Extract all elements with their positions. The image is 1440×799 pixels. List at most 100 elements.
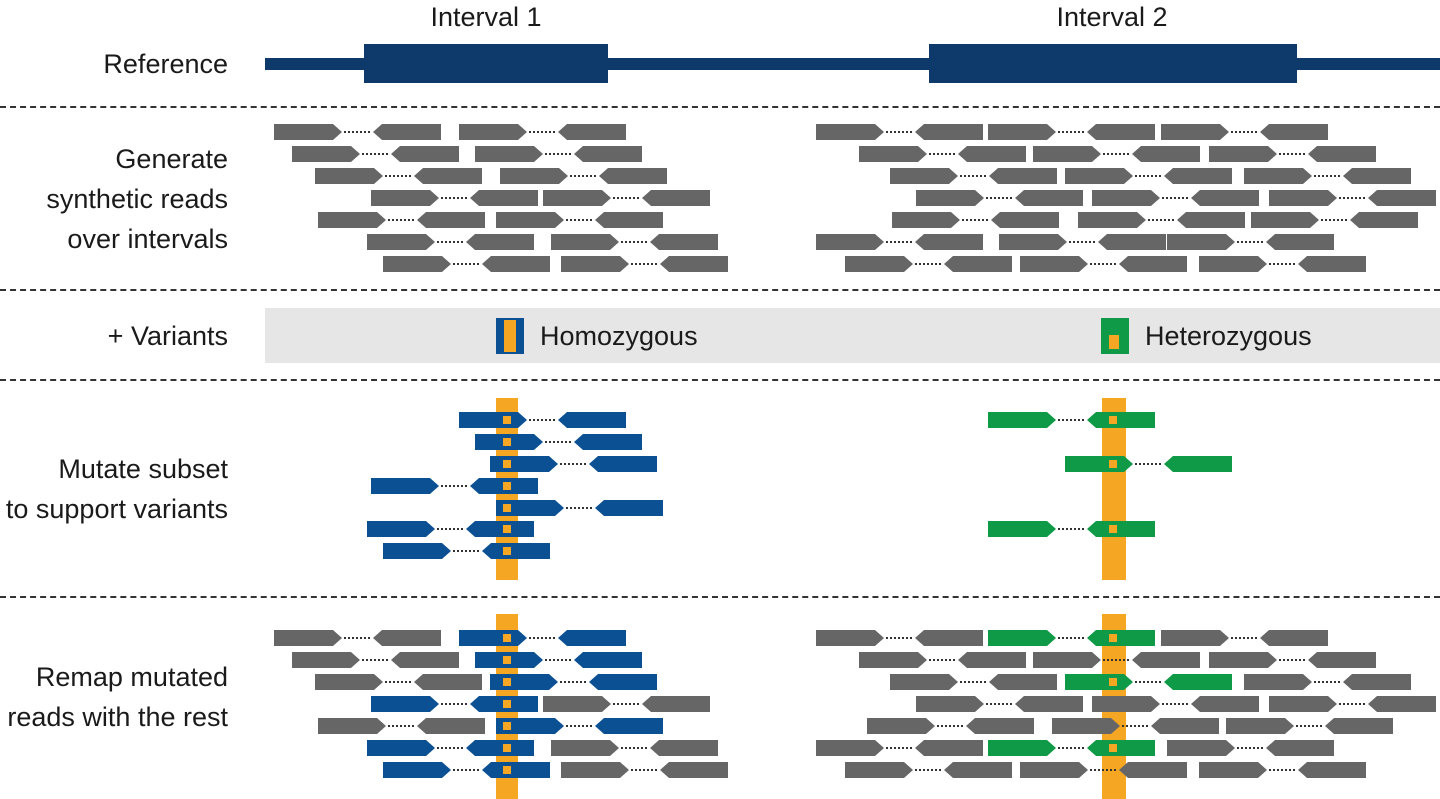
reverse-read bbox=[944, 762, 1012, 778]
synthetic-read-pair bbox=[292, 146, 459, 162]
forward-read bbox=[500, 168, 568, 184]
forward-read bbox=[274, 630, 342, 646]
divider-2 bbox=[0, 289, 1440, 291]
remap-read-pair bbox=[1161, 630, 1328, 646]
reverse-read bbox=[574, 434, 642, 450]
reverse-read bbox=[482, 256, 550, 272]
forward-read bbox=[816, 124, 884, 140]
synthetic-read-pair bbox=[816, 124, 983, 140]
synthetic-read-pair bbox=[916, 190, 1083, 206]
synthetic-read-pair bbox=[1199, 256, 1366, 272]
forward-read bbox=[916, 696, 984, 712]
forward-read bbox=[988, 740, 1056, 756]
remap-read-pair bbox=[1167, 740, 1334, 756]
forward-read bbox=[1244, 674, 1312, 690]
remap-read-pair bbox=[1244, 674, 1411, 690]
forward-read bbox=[1244, 168, 1312, 184]
heterozygous-variant-marker bbox=[1109, 335, 1119, 349]
forward-read bbox=[1033, 652, 1101, 668]
synthetic-read-pair bbox=[500, 168, 667, 184]
reverse-read bbox=[1260, 124, 1328, 140]
forward-read bbox=[816, 630, 884, 646]
synthetic-read-pair bbox=[543, 190, 710, 206]
remapped-mutated-read-pair bbox=[988, 740, 1155, 756]
reverse-read bbox=[1350, 212, 1418, 228]
forward-read bbox=[490, 674, 558, 690]
forward-read bbox=[1161, 124, 1229, 140]
reverse-read bbox=[915, 124, 983, 140]
forward-read bbox=[274, 124, 342, 140]
synthetic-read-pair bbox=[1244, 168, 1411, 184]
forward-read bbox=[551, 740, 619, 756]
synthetic-read-pair bbox=[1209, 146, 1376, 162]
forward-read bbox=[367, 740, 435, 756]
forward-read bbox=[1209, 652, 1277, 668]
reverse-read bbox=[1164, 674, 1232, 690]
divider-4 bbox=[0, 596, 1440, 598]
reverse-read bbox=[1325, 718, 1393, 734]
row-label-generate: Generate synthetic reads over intervals bbox=[46, 144, 228, 254]
forward-read bbox=[892, 212, 960, 228]
reverse-read bbox=[1087, 740, 1155, 756]
synthetic-read-pair bbox=[274, 124, 441, 140]
variant-marker bbox=[1109, 744, 1117, 752]
forward-read bbox=[1092, 696, 1160, 712]
reverse-read bbox=[391, 652, 459, 668]
reverse-read bbox=[958, 652, 1026, 668]
variant-marker bbox=[1109, 678, 1117, 686]
forward-read bbox=[459, 630, 527, 646]
reverse-read bbox=[391, 146, 459, 162]
reverse-read bbox=[1308, 652, 1376, 668]
forward-read bbox=[988, 124, 1056, 140]
variant-marker bbox=[503, 438, 511, 446]
variant-marker bbox=[1109, 634, 1117, 642]
reverse-read bbox=[414, 168, 482, 184]
synthetic-read-pair bbox=[890, 168, 1057, 184]
reverse-read bbox=[1191, 696, 1259, 712]
row-label-mutate: Mutate subset to support variants bbox=[5, 454, 228, 524]
forward-read bbox=[845, 256, 913, 272]
synthetic-read-pair bbox=[551, 234, 718, 250]
reverse-read bbox=[574, 146, 642, 162]
remap-read-pair bbox=[1199, 762, 1366, 778]
remap-read-pair bbox=[1209, 652, 1376, 668]
variant-column-2 bbox=[1102, 398, 1126, 580]
mutated-read-pair bbox=[367, 521, 534, 537]
forward-read bbox=[1199, 762, 1267, 778]
reverse-read bbox=[595, 718, 663, 734]
reverse-read bbox=[466, 521, 534, 537]
forward-read bbox=[383, 762, 451, 778]
forward-read bbox=[459, 124, 527, 140]
forward-read bbox=[459, 412, 527, 428]
synthetic-read-pair bbox=[383, 256, 550, 272]
forward-read bbox=[816, 234, 884, 250]
forward-read bbox=[1269, 696, 1337, 712]
reverse-read bbox=[1343, 168, 1411, 184]
synthetic-read-pair bbox=[1092, 190, 1259, 206]
row-label-variants: + Variants bbox=[107, 321, 228, 351]
synthetic-read-pair bbox=[1167, 234, 1334, 250]
remap-read-pair bbox=[859, 652, 1026, 668]
remap-read-pair bbox=[1269, 696, 1436, 712]
synthetic-read-pair bbox=[1065, 168, 1232, 184]
legend-homozygous-label: Homozygous bbox=[540, 321, 698, 351]
forward-read bbox=[367, 234, 435, 250]
synthetic-read-pair bbox=[816, 234, 983, 250]
mutated-read-pair bbox=[383, 543, 550, 559]
reverse-read bbox=[1087, 521, 1155, 537]
variant-marker bbox=[503, 547, 511, 555]
remap-read-pair bbox=[845, 762, 1012, 778]
mutated-read-pair bbox=[459, 412, 626, 428]
forward-read bbox=[1167, 234, 1235, 250]
reverse-read bbox=[1177, 212, 1245, 228]
synthetic-read-pair bbox=[459, 124, 626, 140]
remap-read-pair bbox=[274, 630, 441, 646]
synthetic-read-pair bbox=[859, 146, 1026, 162]
forward-read bbox=[543, 190, 611, 206]
reverse-read bbox=[599, 168, 667, 184]
reverse-read bbox=[595, 500, 663, 516]
reverse-read bbox=[1119, 762, 1187, 778]
reverse-read bbox=[1191, 190, 1259, 206]
